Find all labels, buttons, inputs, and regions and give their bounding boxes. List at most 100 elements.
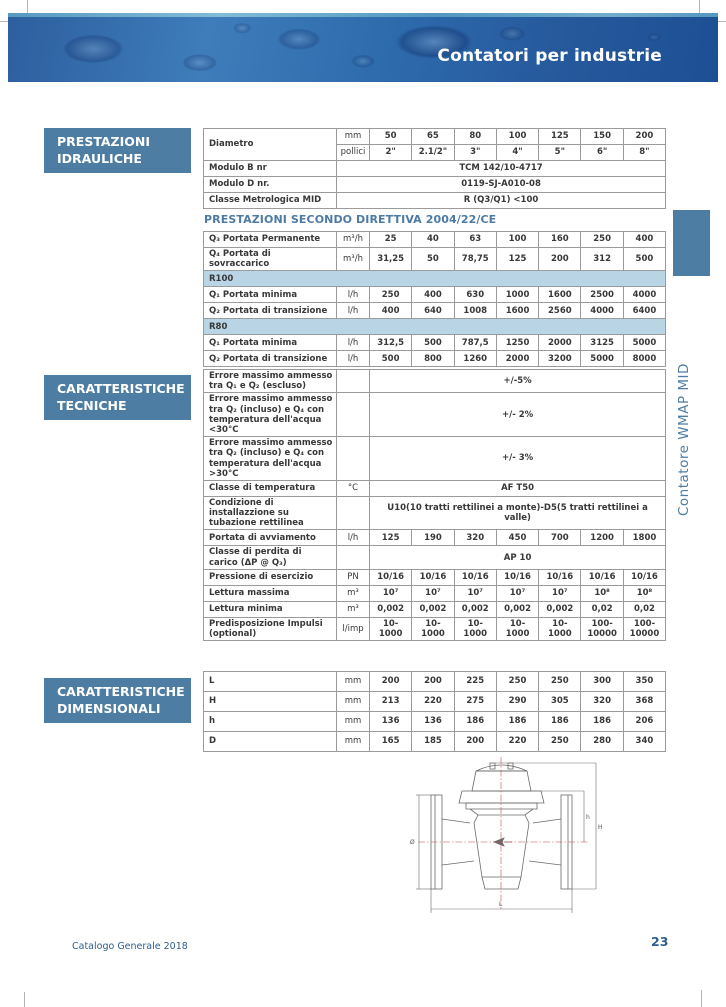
row-label: Diametro bbox=[203, 128, 337, 161]
table-row: Q₂ Portata di transizione l/h 400 640 1008 16… bbox=[203, 302, 667, 320]
row-label: Errore massimo ammesso tra Q₁ e Q₂ (escl… bbox=[203, 368, 337, 394]
value-cell: 500 bbox=[622, 246, 667, 272]
value-cell: 2" bbox=[368, 144, 413, 161]
value-cell: 312 bbox=[580, 246, 624, 272]
value-cell: 10/16 bbox=[368, 568, 413, 586]
value-cell: 368 bbox=[622, 691, 667, 712]
value-cell: 0,002 bbox=[453, 600, 497, 618]
value-cell: 400 bbox=[411, 286, 455, 304]
section-label-dimensional: CARATTERISTICHE DIMENSIONALI bbox=[44, 678, 191, 723]
value-cell: 700 bbox=[538, 529, 582, 547]
unit-cell bbox=[336, 436, 370, 481]
highlight-row-label: R80 bbox=[202, 318, 667, 336]
value-cell: 25 bbox=[368, 231, 413, 248]
value-cell: 0,002 bbox=[538, 600, 582, 618]
value-cell: 125 bbox=[538, 128, 582, 145]
section-label-technical: CARATTERISTICHE TECNICHE bbox=[44, 375, 191, 420]
value-cell: 100 bbox=[495, 231, 540, 248]
value-cell: 250 bbox=[368, 286, 413, 304]
value-cell: 3125 bbox=[580, 334, 624, 352]
unit-cell: mm bbox=[336, 128, 370, 145]
value-cell: 320 bbox=[453, 529, 497, 547]
row-label: Lettura minima bbox=[203, 600, 337, 618]
row-label: h bbox=[203, 711, 337, 732]
value-cell: +/- 3% bbox=[368, 436, 667, 481]
value-cell: 10/16 bbox=[580, 568, 624, 586]
value-cell: 186 bbox=[580, 711, 624, 732]
directive-table-wrapper: Q₃ Portata Permanente m³/h 25 40 63 100 160 250… bbox=[202, 231, 667, 368]
table-row: Predisposizione Impulsi (optional) l/imp 1… bbox=[203, 616, 667, 642]
unit-cell: mm bbox=[336, 691, 370, 712]
unit-cell: m³ bbox=[336, 600, 370, 618]
value-cell: 50 bbox=[368, 128, 413, 145]
table-row: Errore massimo ammesso tra Q₂ (incluso) … bbox=[203, 392, 667, 438]
value-cell: 160 bbox=[538, 231, 582, 248]
value-cell: 10-1000 bbox=[411, 616, 455, 642]
value-cell: 350 bbox=[622, 671, 667, 692]
value-cell: 2000 bbox=[538, 334, 582, 352]
value-cell: 2.1/2" bbox=[411, 144, 455, 161]
value-cell: 1260 bbox=[453, 350, 497, 368]
value-cell: 50 bbox=[411, 246, 455, 272]
value-cell: 125 bbox=[368, 529, 413, 547]
table-row: R80 bbox=[202, 318, 667, 336]
row-label: Pressione di esercizio bbox=[203, 568, 337, 586]
dim-label-H: H bbox=[598, 824, 603, 831]
value-cell: 10/16 bbox=[622, 568, 667, 586]
table-row: Q₂ Portata di transizione l/h 500 800 1260 20… bbox=[203, 350, 667, 368]
table-row: Condizione di installazzione su tubazion… bbox=[203, 495, 667, 531]
value-cell: 300 bbox=[580, 671, 624, 692]
value-cell: 10⁷ bbox=[411, 584, 455, 602]
value-cell: 186 bbox=[495, 711, 540, 732]
value-cell: 213 bbox=[368, 691, 413, 712]
row-label: Modulo B nr bbox=[203, 160, 337, 177]
value-cell: 0,002 bbox=[368, 600, 413, 618]
value-cell: 320 bbox=[580, 691, 624, 712]
technical-table-wrapper: Errore massimo ammesso tra Q₁ e Q₂ (escl… bbox=[203, 368, 667, 642]
value-cell: 8000 bbox=[622, 350, 667, 368]
value-cell: 10⁷ bbox=[453, 584, 497, 602]
row-label: Q₃ Portata Permanente bbox=[203, 231, 337, 248]
unit-cell bbox=[336, 392, 370, 438]
unit-cell: l/h bbox=[336, 286, 370, 304]
value-cell: 4000 bbox=[580, 302, 624, 320]
value-cell: 200 bbox=[368, 671, 413, 692]
value-cell: 250 bbox=[538, 671, 582, 692]
table-row: Modulo B nr TCM 142/10-4717 bbox=[203, 160, 667, 177]
value-cell: 125 bbox=[495, 246, 540, 272]
value-cell: 10⁷ bbox=[495, 584, 540, 602]
unit-cell: pollici bbox=[336, 144, 370, 161]
unit-cell: l/h bbox=[336, 334, 370, 352]
value-cell: 2560 bbox=[538, 302, 582, 320]
value-cell: 165 bbox=[368, 731, 413, 752]
unit-cell: m³ bbox=[336, 584, 370, 602]
table-row: R100 bbox=[202, 270, 667, 288]
crop-mark-bottom-left-v bbox=[24, 992, 25, 1007]
row-label: Errore massimo ammesso tra Q₂ (incluso) … bbox=[203, 392, 337, 438]
table-row: Modulo D nr. 0119-SJ-A010-08 bbox=[203, 176, 667, 193]
value-cell: 787,5 bbox=[453, 334, 497, 352]
table-row: Lettura massima m³ 10⁷ 10⁷ 10⁷ 10⁷ 10⁷ 10⁸ 10⁸ bbox=[203, 584, 667, 602]
value-cell: 4000 bbox=[622, 286, 667, 304]
value-cell: 280 bbox=[580, 731, 624, 752]
technical-table: Errore massimo ammesso tra Q₁ e Q₂ (escl… bbox=[203, 368, 667, 642]
row-label: H bbox=[203, 691, 337, 712]
value-cell: 10-1000 bbox=[453, 616, 497, 642]
crop-mark-bottom-right-v bbox=[701, 990, 702, 1007]
value-cell: 250 bbox=[538, 731, 582, 752]
unit-cell bbox=[336, 368, 370, 394]
value-cell: 5000 bbox=[622, 334, 667, 352]
row-label: Q₁ Portata minima bbox=[203, 286, 337, 304]
crop-mark-top-right-v bbox=[699, 0, 700, 14]
unit-cell: m³/h bbox=[336, 246, 370, 272]
side-tab-label: Contatore WMAP MID bbox=[676, 363, 692, 516]
value-cell: 630 bbox=[453, 286, 497, 304]
table-row: h mm 136 136 186 186 186 186 206 bbox=[203, 711, 667, 732]
table-row: Q₃ Portata Permanente m³/h 25 40 63 100 160 250… bbox=[203, 231, 667, 248]
value-cell: 5000 bbox=[580, 350, 624, 368]
footer-catalog-label: Catalogo Generale 2018 bbox=[72, 941, 188, 952]
unit-cell bbox=[336, 495, 370, 531]
value-cell: 6" bbox=[580, 144, 624, 161]
